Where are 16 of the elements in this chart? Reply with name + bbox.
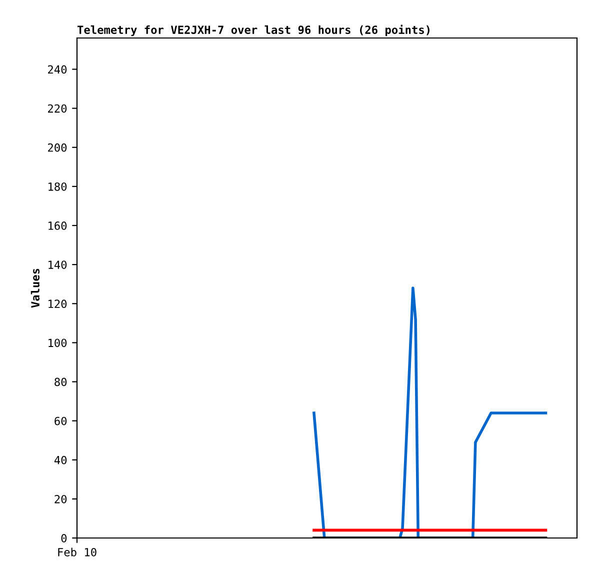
y-tick-label: 240 bbox=[48, 65, 67, 74]
y-tick-label: 60 bbox=[54, 416, 67, 426]
y-axis-title: Values bbox=[30, 268, 40, 308]
y-tick-label: 20 bbox=[54, 494, 67, 504]
y-tick-label: 160 bbox=[48, 222, 67, 230]
chart-title: Telemetry for VE2JXH-7 over last 96 hours (26 points) bbox=[77, 24, 430, 36]
y-tick-label: 180 bbox=[48, 182, 67, 191]
x-tick-label: Feb 10 bbox=[58, 548, 96, 556]
y-tick-label: 0 bbox=[61, 534, 67, 542]
y-tick-label: 40 bbox=[54, 456, 67, 464]
y-tick-label: 100 bbox=[48, 338, 67, 348]
y-tick-label: 200 bbox=[48, 143, 67, 152]
y-tick-label: 120 bbox=[48, 300, 67, 308]
y-tick-label: 140 bbox=[48, 260, 67, 269]
y-tick-label: 80 bbox=[54, 378, 67, 386]
y-tick-label: 220 bbox=[48, 104, 67, 113]
